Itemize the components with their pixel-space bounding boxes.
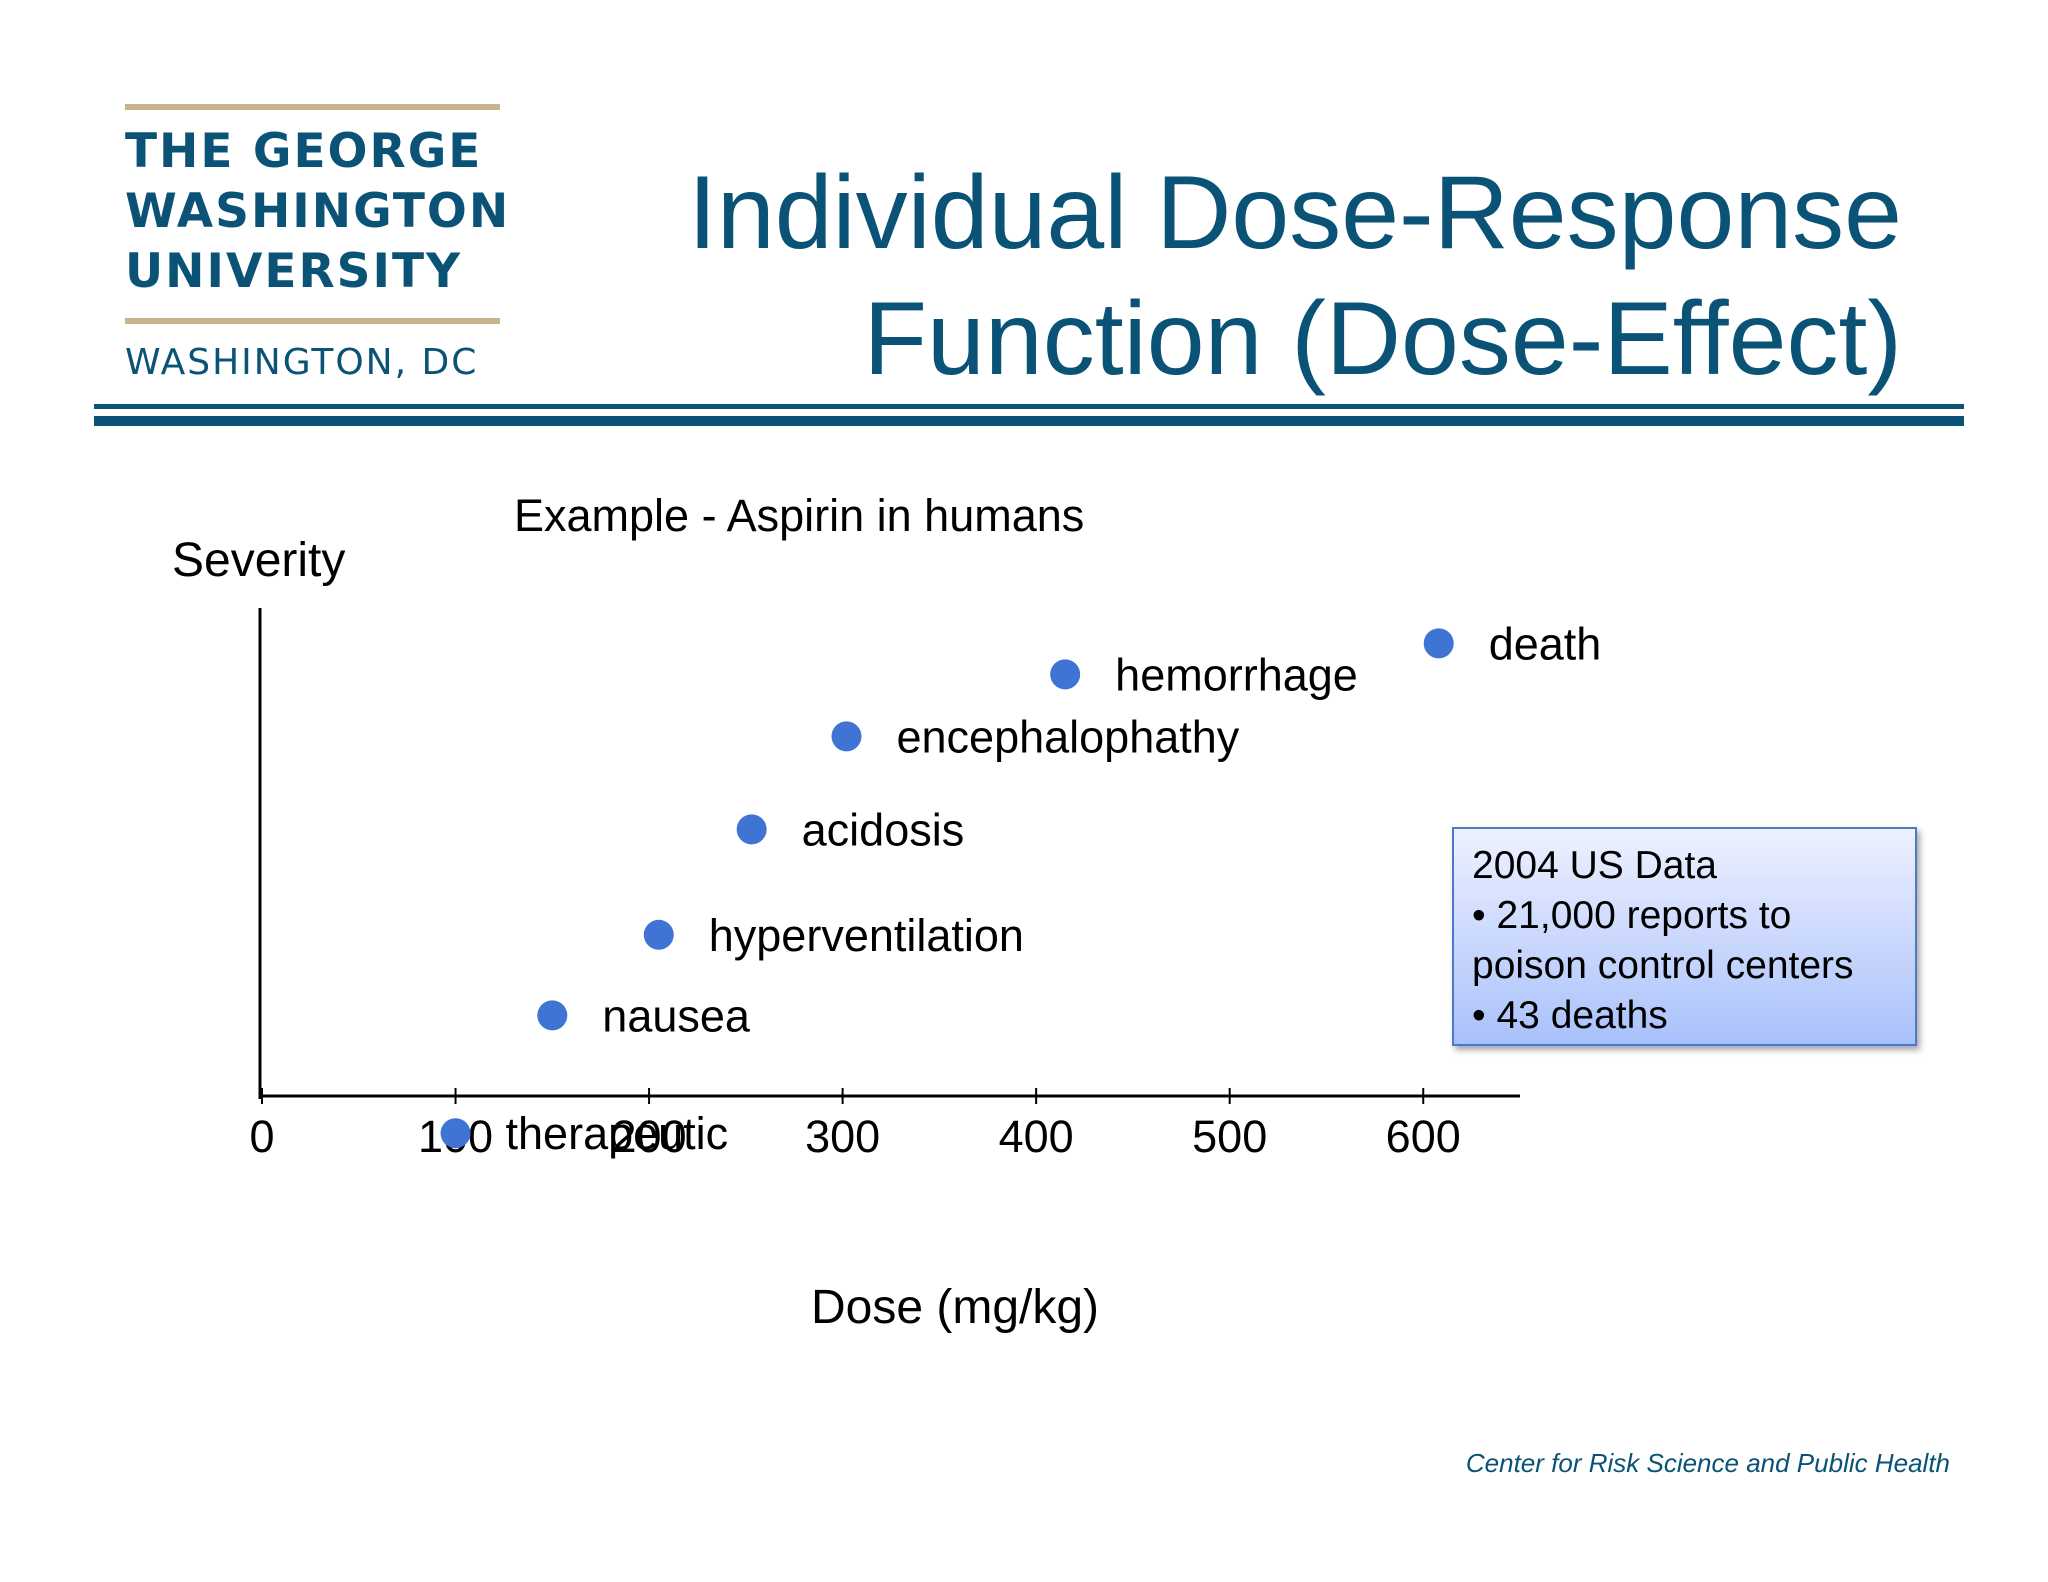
y-axis-label: Severity bbox=[172, 534, 345, 587]
logo-wordmark: THE GEORGE WASHINGTON UNIVERSITY bbox=[125, 122, 511, 302]
logo-line-1: THE GEORGE bbox=[125, 124, 483, 179]
header-divider-thick bbox=[94, 416, 1964, 426]
data-point-label: hemorrhage bbox=[1115, 649, 1358, 700]
data-point-label: hyperventilation bbox=[709, 910, 1024, 961]
logo-line-2: WASHINGTON bbox=[125, 184, 511, 239]
logo-top-rule bbox=[125, 104, 500, 110]
data-point bbox=[537, 1000, 568, 1031]
callout-line-4: • 43 deaths bbox=[1472, 994, 1668, 1037]
data-point-label: nausea bbox=[602, 990, 751, 1041]
x-axis-label: Dose (mg/kg) bbox=[811, 1281, 1099, 1334]
logo-bottom-rule bbox=[125, 318, 500, 324]
data-point bbox=[736, 814, 767, 845]
university-logo: THE GEORGE WASHINGTON UNIVERSITY WASHING… bbox=[125, 104, 511, 383]
slide-title-line-1: Individual Dose-Response bbox=[687, 155, 1902, 271]
data-point-label: acidosis bbox=[802, 804, 965, 855]
x-axis-ticks: 0100200300400500600 bbox=[249, 1088, 1461, 1162]
footer-credit: Center for Risk Science and Public Healt… bbox=[1465, 1448, 1950, 1478]
callout-line-3: poison control centers bbox=[1472, 944, 1854, 987]
data-point bbox=[643, 919, 674, 950]
us-data-callout: 2004 US Data • 21,000 reports to poison … bbox=[1452, 827, 1917, 1046]
data-point bbox=[440, 1118, 471, 1149]
data-point bbox=[1050, 659, 1081, 690]
x-tick-label: 400 bbox=[999, 1111, 1074, 1162]
x-tick-label: 300 bbox=[805, 1111, 880, 1162]
x-tick-label: 600 bbox=[1386, 1111, 1461, 1162]
data-point bbox=[1423, 628, 1454, 659]
data-point bbox=[831, 721, 862, 752]
slide-title: Individual Dose-Response Function (Dose-… bbox=[688, 150, 1902, 402]
logo-city: WASHINGTON, DC bbox=[125, 342, 479, 383]
data-point-label: therapeutic bbox=[506, 1108, 729, 1159]
x-tick-label: 0 bbox=[249, 1111, 274, 1162]
slide-title-line-2: Function (Dose-Effect) bbox=[863, 281, 1902, 397]
callout-line-2: • 21,000 reports to bbox=[1472, 894, 1792, 937]
chart-title: Example - Aspirin in humans bbox=[514, 490, 1085, 541]
data-point-label: death bbox=[1489, 618, 1602, 669]
logo-line-3: UNIVERSITY bbox=[125, 244, 463, 299]
data-point-label: encephalophathy bbox=[896, 711, 1239, 762]
data-points: therapeutic nausea hyperventilation acidosi… bbox=[440, 618, 1602, 1159]
x-tick-label: 500 bbox=[1192, 1111, 1267, 1162]
x-tick-label: 200 bbox=[612, 1111, 687, 1162]
header-divider-thin bbox=[94, 404, 1964, 409]
callout-line-1: 2004 US Data bbox=[1472, 844, 1717, 887]
